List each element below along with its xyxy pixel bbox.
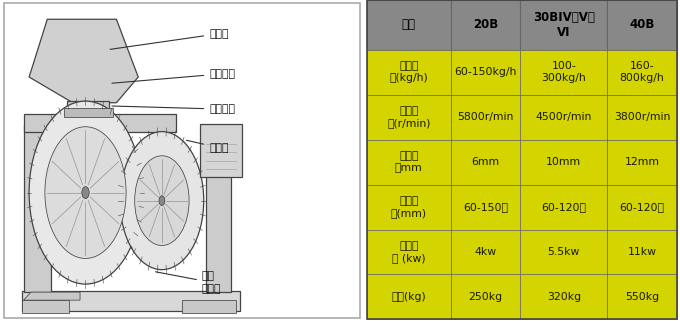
Bar [205,172,231,292]
Bar [520,185,607,230]
Bar [607,274,677,319]
Text: 抖动装置: 抖动装置 [112,69,235,83]
Bar [520,140,607,185]
Bar [67,101,109,138]
Text: 160-
800kg/h: 160- 800kg/h [619,61,664,83]
Text: 生产能
力(kg/h): 生产能 力(kg/h) [390,61,428,83]
Text: 4kw: 4kw [475,247,496,257]
Bar [520,95,607,140]
Text: 型号: 型号 [402,18,416,31]
Text: 11kw: 11kw [628,247,657,257]
Text: 加料斗: 加料斗 [110,29,228,49]
Text: 10mm: 10mm [546,157,581,167]
Bar [367,95,451,140]
Text: 60-120目: 60-120目 [541,202,586,212]
Text: 40B: 40B [630,18,655,31]
Bar [607,0,677,50]
Text: 5800r/min: 5800r/min [458,112,513,122]
Bar [182,300,237,313]
Text: 60-150kg/h: 60-150kg/h [454,67,517,77]
Text: 进料粒
度mm: 进料粒 度mm [395,151,423,173]
Bar [22,300,69,313]
Bar [22,291,240,311]
Bar [607,140,677,185]
Bar [451,140,520,185]
Bar [520,0,607,50]
Text: 重量(kg): 重量(kg) [392,292,426,302]
FancyBboxPatch shape [200,124,242,177]
Bar [607,185,677,230]
Text: 100-
300kg/h: 100- 300kg/h [541,61,586,83]
Text: 3800r/min: 3800r/min [614,112,670,122]
Bar [367,50,451,95]
Text: 250kg: 250kg [469,292,503,302]
Bar [367,185,451,230]
Bar [607,50,677,95]
Text: 粉碎细
度(mm): 粉碎细 度(mm) [391,196,427,218]
Text: 320kg: 320kg [547,292,581,302]
Bar [451,50,520,95]
Ellipse shape [29,101,142,284]
Text: 入料口: 入料口 [186,140,228,153]
Text: 主轴转
速(r/min): 主轴转 速(r/min) [387,106,430,128]
Ellipse shape [82,187,89,199]
Text: 5.5kw: 5.5kw [547,247,580,257]
Text: 环状筛板: 环状筛板 [112,104,235,114]
Ellipse shape [120,132,204,270]
Text: 20B: 20B [473,18,498,31]
Bar [520,274,607,319]
Text: 30BIV、V、
VI: 30BIV、V、 VI [533,11,595,39]
Bar [451,0,520,50]
Polygon shape [24,292,80,300]
Text: 电机功
率 (kw): 电机功 率 (kw) [392,241,426,263]
Bar [367,274,451,319]
Bar [367,0,451,50]
Bar [367,140,451,185]
Bar [607,230,677,274]
Text: 12mm: 12mm [624,157,660,167]
Bar [451,185,520,230]
Bar [367,230,451,274]
Bar [520,50,607,95]
Bar [451,230,520,274]
Text: 60-150目: 60-150目 [463,202,508,212]
Ellipse shape [159,196,165,205]
Bar [451,274,520,319]
Bar [24,125,51,292]
Bar [24,114,176,132]
Text: 4500r/min: 4500r/min [536,112,592,122]
Bar [451,95,520,140]
Text: 550kg: 550kg [625,292,659,302]
Bar [64,108,113,117]
Text: 6mm: 6mm [471,157,500,167]
Text: 钢齿
出粉口: 钢齿 出粉口 [156,271,222,294]
Text: 60-120目: 60-120目 [619,202,664,212]
Bar [520,230,607,274]
Ellipse shape [45,127,126,258]
Bar [607,95,677,140]
Polygon shape [29,19,138,103]
Ellipse shape [135,156,189,246]
